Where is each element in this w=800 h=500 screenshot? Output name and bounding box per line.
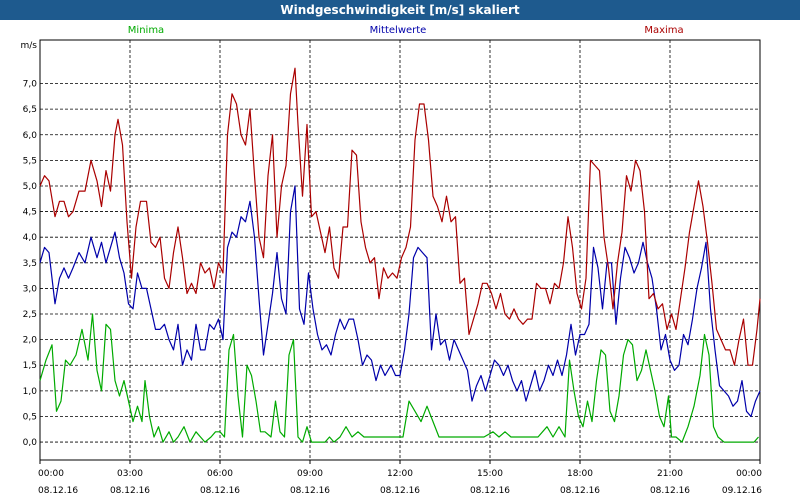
wind-speed-chart: 0,0 0,5 1,0 1,5 2,0 2,5 3,0 3,5 4,0 4,5 5,0 5,5 6,0 6… bbox=[21, 25, 763, 496]
y-tick-label: 7,0 bbox=[23, 80, 38, 90]
x-tick-date: 08.12.16 bbox=[290, 486, 330, 496]
x-tick-time: 18:00 bbox=[567, 469, 593, 479]
y-tick-label: 6,0 bbox=[23, 131, 38, 141]
axes bbox=[39, 39, 761, 464]
y-tick-label: 0,5 bbox=[23, 412, 37, 422]
x-tick-time: 15:00 bbox=[477, 469, 503, 479]
y-tick-label: 1,0 bbox=[23, 387, 38, 397]
y-tick-label: 3,5 bbox=[23, 259, 37, 269]
x-tick-date: 08.12.16 bbox=[38, 486, 78, 496]
x-tick-date: 08.12.16 bbox=[380, 486, 420, 496]
x-tick-time: 03:00 bbox=[117, 469, 143, 479]
series-line-mittelwerte bbox=[39, 185, 761, 418]
x-tick-date: 08.12.16 bbox=[560, 486, 600, 496]
x-tick-date: 08.12.16 bbox=[200, 486, 240, 496]
x-tick-time: 09:00 bbox=[297, 469, 323, 479]
x-tick-time: 00:00 bbox=[38, 469, 64, 479]
x-tick-time: 06:00 bbox=[207, 469, 233, 479]
x-tick-date: 08.12.16 bbox=[470, 486, 510, 496]
plot-frame bbox=[39, 39, 761, 461]
legend-maxima: Maxima bbox=[644, 25, 683, 36]
chart-title: Windgeschwindigkeit [m/s] skaliert bbox=[0, 0, 800, 20]
x-tick-date: 09.12.16 bbox=[722, 486, 762, 496]
y-tick-label: 0,0 bbox=[23, 438, 38, 448]
x-tick-time: 21:00 bbox=[657, 469, 683, 479]
y-tick-label: 4,0 bbox=[23, 233, 38, 243]
x-tick-date: 08.12.16 bbox=[110, 486, 150, 496]
y-axis-label: m/s bbox=[21, 41, 38, 51]
y-tick-label: 3,0 bbox=[23, 284, 38, 294]
labels: 0,0 0,5 1,0 1,5 2,0 2,5 3,0 3,5 4,0 4,5 5,0 5,5 6,0 6… bbox=[21, 25, 763, 496]
legend-minima: Minima bbox=[128, 25, 164, 36]
y-tick-label: 4,5 bbox=[23, 208, 37, 218]
y-tick-label: 2,0 bbox=[23, 336, 38, 346]
y-tick-label: 5,0 bbox=[23, 182, 38, 192]
series-line-maxima bbox=[39, 67, 761, 366]
legend-mittelwerte: Mittelwerte bbox=[370, 25, 427, 36]
y-tick-label: 6,5 bbox=[23, 105, 37, 115]
y-tick-label: 1,5 bbox=[23, 361, 37, 371]
x-tick-time: 12:00 bbox=[387, 469, 413, 479]
x-tick-date: 08.12.16 bbox=[650, 486, 690, 496]
grid bbox=[40, 40, 760, 460]
series bbox=[39, 67, 761, 443]
series-line-minima bbox=[39, 313, 759, 443]
x-tick-time: 00:00 bbox=[736, 469, 762, 479]
y-tick-label: 2,5 bbox=[23, 310, 37, 320]
y-tick-label: 5,5 bbox=[23, 156, 37, 166]
